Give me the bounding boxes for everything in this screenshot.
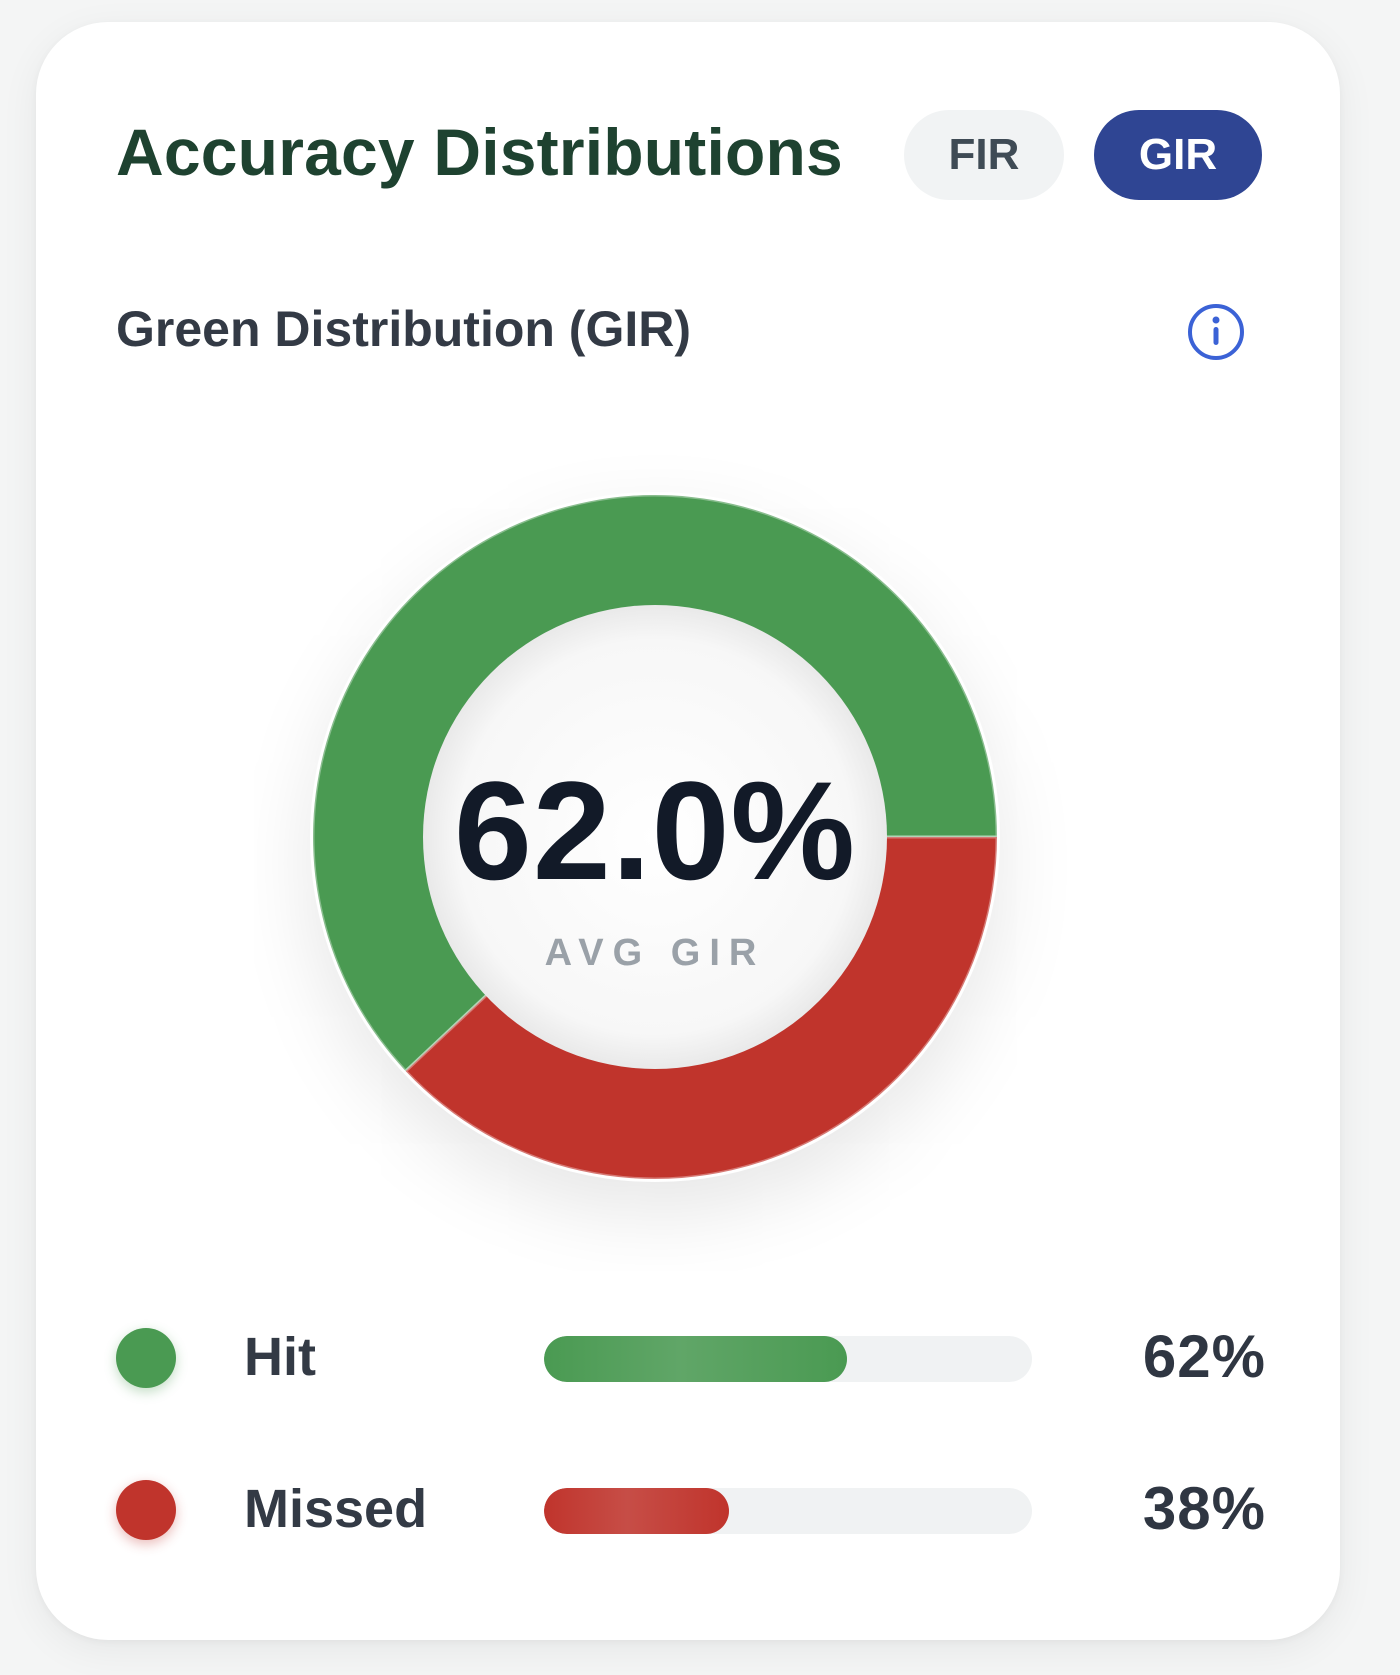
legend-row-hit: Hit 62% — [116, 1318, 1266, 1398]
donut-chart: 62.0% AVG GIR — [310, 492, 1000, 1182]
legend-dot-hit — [116, 1328, 176, 1388]
toggle-fir-button[interactable]: FIR — [904, 110, 1064, 200]
legend-track-hit — [544, 1336, 1032, 1382]
toggle-gir-button[interactable]: GIR — [1094, 110, 1262, 200]
center-label: AVG GIR — [544, 932, 766, 974]
donut-svg — [311, 493, 999, 1181]
center-value: 62.0% — [454, 752, 856, 909]
info-icon[interactable] — [1186, 302, 1246, 362]
legend-label-hit: Hit — [244, 1327, 316, 1387]
card-title: Accuracy Distributions — [116, 115, 843, 189]
legend-row-missed: Missed 38% — [116, 1470, 1266, 1550]
legend-bar-hit — [544, 1336, 847, 1382]
legend-bar-missed — [544, 1488, 730, 1534]
legend-percent-hit: 62% — [1142, 1323, 1266, 1390]
legend-dot-missed — [116, 1480, 176, 1540]
donut-center — [423, 605, 887, 1069]
legend-track-missed — [544, 1488, 1032, 1534]
legend-label-missed: Missed — [244, 1479, 428, 1539]
legend-percent-missed: 38% — [1142, 1475, 1266, 1542]
section-subtitle: Green Distribution (GIR) — [116, 301, 691, 357]
accuracy-card: Accuracy Distributions FIR GIR Green Dis… — [36, 22, 1340, 1640]
